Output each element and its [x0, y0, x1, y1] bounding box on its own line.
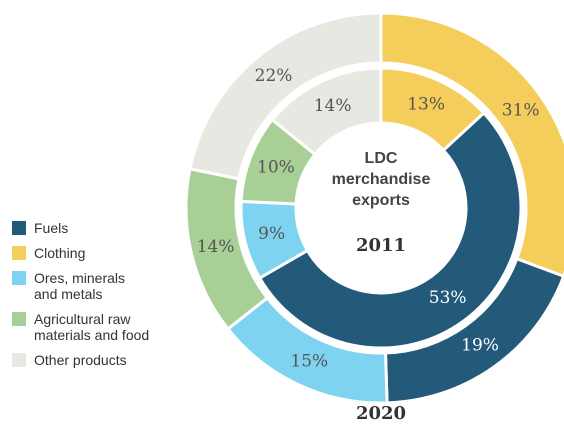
legend-swatch [12, 271, 26, 285]
legend-item: Agricultural raw materials and food [12, 311, 172, 343]
donut-segment [257, 110, 523, 350]
value-label: 22% [255, 66, 293, 86]
legend-item: Fuels [12, 220, 172, 236]
value-label: 10% [257, 157, 295, 177]
legend-swatch [12, 221, 26, 235]
value-label: 9% [258, 224, 285, 244]
legend-label: Other products [34, 352, 127, 368]
value-label: 14% [197, 237, 235, 257]
legend-swatch [12, 312, 26, 326]
legend: Fuels Clothing Ores, minerals and metals Ag… [12, 220, 172, 377]
donut-segment [188, 11, 383, 181]
legend-label: Agricultural raw materials and food [34, 311, 150, 343]
value-label: 19% [461, 336, 499, 356]
donut-segment [270, 66, 383, 157]
value-label: 14% [314, 96, 352, 116]
value-label: 53% [429, 288, 467, 308]
center-title: LDC merchandise exports [331, 150, 431, 209]
legend-item: Clothing [12, 245, 172, 261]
legend-swatch [12, 353, 26, 367]
legend-label: Clothing [34, 245, 86, 261]
value-label: 15% [290, 352, 328, 372]
year-label: 2020 [356, 403, 406, 424]
donut-segment [379, 11, 564, 279]
legend-item: Other products [12, 352, 172, 368]
legend-item: Ores, minerals and metals [12, 270, 172, 302]
year-label: 2011 [356, 235, 406, 256]
legend-label: Ores, minerals and metals [34, 270, 126, 302]
value-label: 31% [502, 101, 540, 121]
legend-label: Fuels [34, 220, 69, 236]
legend-swatch [12, 246, 26, 260]
value-label: 13% [407, 94, 445, 114]
